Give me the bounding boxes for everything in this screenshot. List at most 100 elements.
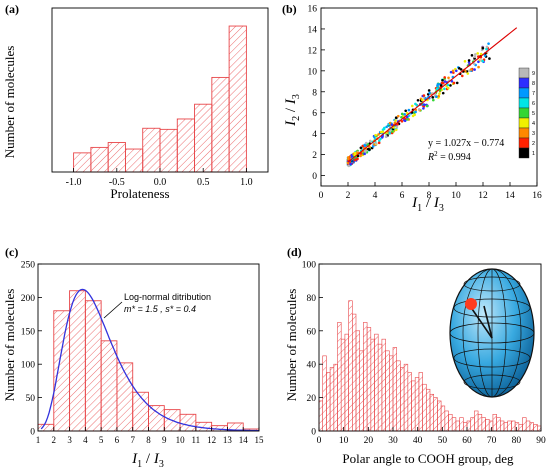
panel-d-bar-8 — [344, 333, 349, 432]
panel-b-point-136 — [431, 96, 435, 99]
panel-d-bar-38 — [455, 420, 460, 432]
panel-b-point-227 — [394, 119, 397, 122]
panel-b-point-267 — [450, 79, 454, 83]
panel-b-point-78 — [466, 72, 470, 75]
panel-a-bar-10 — [228, 25, 247, 173]
panel-d-bar-41 — [466, 420, 472, 432]
panel-b-y-tick-label-1: 2 — [312, 151, 317, 161]
panel-d-bar-13 — [363, 322, 368, 432]
panel-d-bar-42 — [470, 417, 475, 432]
panel-b-point-412 — [446, 86, 450, 90]
panel-b-point-400 — [458, 67, 461, 70]
panel-b-point-238 — [389, 129, 392, 133]
panel-c-x-axis-label: I1 / I3 — [131, 451, 164, 468]
panel-c-x-tick-label-4: 5 — [99, 435, 104, 445]
panel-b-point-312 — [414, 110, 417, 114]
panel-b-y-label-sub2: 3 — [291, 94, 302, 99]
panel-d-bar-5 — [333, 363, 338, 432]
panel-b-point-235 — [473, 68, 476, 71]
panel-b-y-tick-label-4: 8 — [312, 88, 317, 98]
panel-c-y-tick-label-2: 100 — [21, 361, 36, 371]
panel-b-point-351 — [446, 83, 450, 87]
panel-b-point-225 — [428, 91, 431, 95]
panel-b-point-294 — [470, 54, 474, 57]
panel-c-x-tick-label-1: 2 — [52, 435, 57, 445]
panel-b-point-159 — [403, 113, 406, 116]
panel-b-point-386 — [441, 91, 445, 95]
panel-b-colorbar-label-5: 4 — [532, 121, 535, 127]
panel-d-bar-23 — [400, 367, 405, 432]
panel-d-bar-44 — [477, 413, 483, 432]
panel-b-x-tick-label-2: 4 — [373, 191, 378, 201]
panel-a-x-tick-label-2: 0.0 — [154, 177, 167, 188]
panel-a-bar-6 — [159, 128, 178, 173]
panel-b-point-315 — [377, 133, 380, 136]
panel-c-bar-2 — [53, 310, 71, 432]
panel-d-bar-3 — [326, 372, 331, 432]
panel-c-bar-7 — [132, 391, 149, 432]
panel-d-x-tick-label-3: 30 — [388, 436, 398, 446]
panel-b-fit-equation: y = 1.027x − 0.774 — [428, 138, 504, 149]
panel-d-bar-1 — [318, 400, 323, 432]
panel-d-x-tick-label-7: 70 — [487, 436, 497, 446]
panel-b-y-tick-label-7: 14 — [308, 25, 318, 35]
panel-b-point-344 — [391, 130, 394, 133]
panel-a-x-axis-label: Prolateness — [110, 186, 169, 201]
panel-c-y-tick-label-5: 250 — [21, 261, 36, 271]
panel-c-x-tick-label-8: 9 — [162, 435, 167, 445]
panel-b-x-tick-label-4: 8 — [427, 191, 432, 201]
panel-d-y-tick-label-4: 80 — [307, 294, 317, 304]
panel-d-x-tick-label-9: 90 — [536, 436, 546, 446]
panel-c-x-tick-label-14: 15 — [255, 435, 265, 445]
panel-b-colorbar-swatch-3 — [518, 97, 530, 109]
panel-d-bar-10 — [351, 313, 357, 432]
panel-c-y-tick-label-1: 50 — [26, 394, 36, 404]
panel-d-y-tick-label-0: 0 — [311, 428, 316, 438]
panel-a-bar-3 — [107, 142, 126, 173]
panel-b-colorbar-swatch-7 — [518, 137, 530, 149]
panel-b-point-175 — [443, 76, 447, 79]
panel-b-point-228 — [403, 119, 407, 123]
panel-c-x-label-i3: I — [153, 451, 160, 467]
panel-b-point-388 — [406, 118, 409, 121]
panel-c: (c) 1 2 3 4 5 6 7 8 9 10 11 12 13 14 15050100150200250… — [2, 245, 265, 470]
panel-c-bar-1 — [37, 423, 55, 432]
panel-b-x-label-sub1: 1 — [417, 203, 422, 214]
panel-b-y-tick-label-8: 16 — [308, 5, 318, 15]
panel-d-frame — [318, 263, 542, 432]
panel-b-x-tick-label-8: 16 — [532, 191, 542, 201]
panel-d-bar-54 — [514, 422, 520, 432]
panel-b-colorbar-swatch-0 — [518, 67, 530, 79]
panel-c-x-tick-label-13: 14 — [239, 435, 249, 445]
panel-b-x-label-i3: I — [433, 195, 440, 211]
panel-c-annotation-pointer — [103, 301, 123, 319]
panel-b-point-288 — [455, 81, 459, 85]
panel-b-point-222 — [405, 115, 409, 119]
panel-b-y-axis-label: I2 / I3 — [283, 94, 302, 127]
panel-b-point-331 — [451, 69, 455, 73]
panel-a-y-axis-label: Number of molecules — [2, 46, 17, 159]
panel-c-x-label-sub2: 3 — [159, 459, 164, 468]
panel-b-point-385 — [452, 81, 456, 85]
panel-b-x-tick-label-7: 14 — [505, 191, 515, 201]
panel-a-bar-9 — [211, 76, 230, 173]
panel-b-point-301 — [388, 131, 391, 135]
polar-angle-arm-1 — [469, 305, 493, 339]
panel-d-bar-7 — [340, 338, 346, 432]
panel-b-point-297 — [400, 112, 404, 116]
panel-c-x-tick-label-11: 12 — [207, 435, 216, 445]
panel-b-point-387 — [359, 146, 363, 150]
panel-b-point-193 — [427, 89, 431, 92]
panel-b-point-168 — [477, 65, 480, 69]
panel-c-x-tick-label-9: 10 — [176, 435, 186, 445]
panel-b-point-414 — [449, 70, 453, 74]
panel-b-point-369 — [377, 141, 381, 145]
panel-d-bar-50 — [499, 420, 505, 432]
panel-c-label: (c) — [5, 245, 18, 259]
panel-c-fit-name: Log-normal ditribution — [124, 292, 211, 302]
panel-b-point-378 — [353, 158, 357, 162]
panel-b-point-260 — [416, 98, 420, 102]
panel-a-bar-7 — [176, 118, 196, 173]
panel-b-point-408 — [381, 130, 385, 134]
panel-b-point-284 — [483, 54, 487, 57]
